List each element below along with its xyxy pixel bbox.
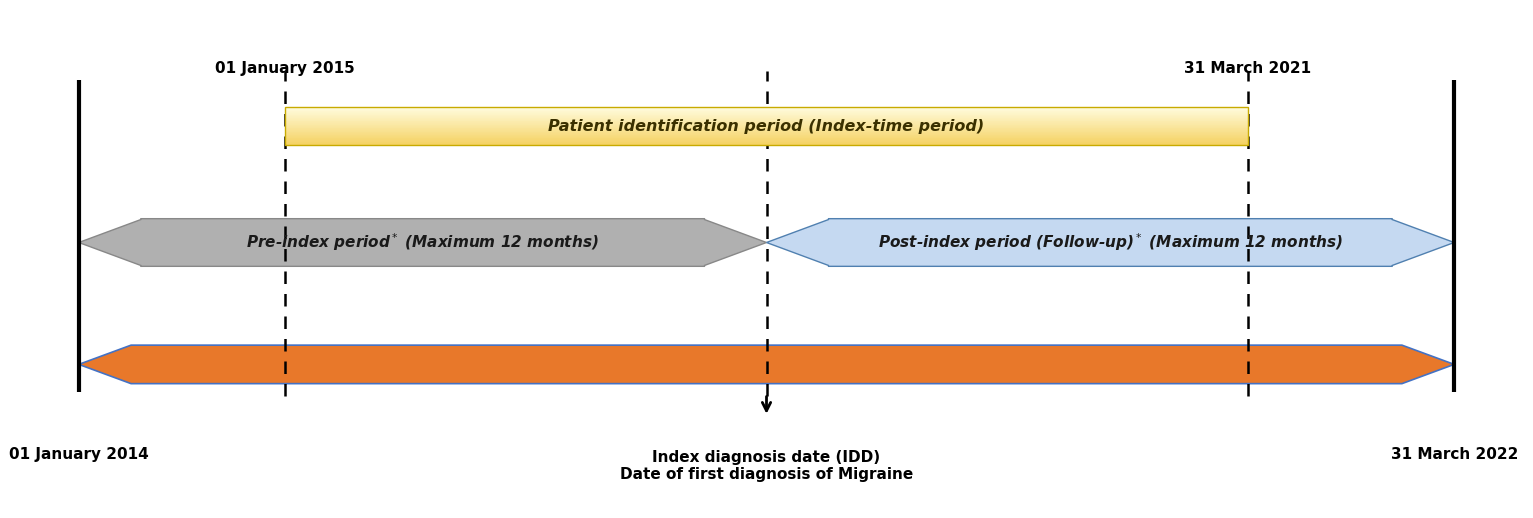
Bar: [285, 121, 1248, 122]
Bar: [285, 129, 1248, 130]
Text: 31 March 2021: 31 March 2021: [1185, 61, 1311, 76]
Bar: [285, 108, 1248, 109]
Text: 31 March 2022: 31 March 2022: [1390, 447, 1518, 462]
Text: Post-index period (Follow-up)$^*$ (Maximum 12 months): Post-index period (Follow-up)$^*$ (Maxim…: [878, 232, 1343, 253]
Bar: [285, 141, 1248, 142]
Bar: [285, 140, 1248, 141]
Bar: [285, 109, 1248, 110]
Text: Pre-index period$^*$ (Maximum 12 months): Pre-index period$^*$ (Maximum 12 months): [247, 232, 599, 253]
Bar: [285, 114, 1248, 116]
Bar: [285, 145, 1248, 146]
Bar: [285, 122, 1248, 123]
Bar: [285, 127, 1248, 128]
Bar: [285, 117, 1248, 118]
Bar: [285, 134, 1248, 135]
Bar: [285, 137, 1248, 138]
Bar: [285, 125, 1248, 126]
Bar: [285, 135, 1248, 136]
Polygon shape: [78, 345, 1455, 384]
Text: 01 January 2014: 01 January 2014: [9, 447, 149, 462]
Bar: [285, 143, 1248, 144]
Text: Index diagnosis date (IDD)
Date of first diagnosis of Migraine: Index diagnosis date (IDD) Date of first…: [619, 450, 914, 482]
Bar: [285, 133, 1248, 134]
Bar: [285, 138, 1248, 139]
Bar: [285, 142, 1248, 143]
Bar: [285, 123, 1248, 124]
Bar: [285, 130, 1248, 131]
Polygon shape: [78, 219, 766, 266]
Bar: [285, 116, 1248, 117]
Bar: [285, 132, 1248, 133]
Bar: [285, 124, 1248, 125]
Bar: [285, 113, 1248, 114]
Bar: [285, 131, 1248, 132]
Bar: [285, 119, 1248, 120]
Bar: [285, 128, 1248, 129]
Text: 01 January 2015: 01 January 2015: [215, 61, 356, 76]
Bar: [285, 136, 1248, 137]
Bar: [285, 120, 1248, 121]
Polygon shape: [766, 219, 1455, 266]
Bar: [285, 126, 1248, 127]
Bar: [285, 112, 1248, 113]
Bar: [285, 111, 1248, 112]
Bar: [285, 107, 1248, 146]
Bar: [285, 107, 1248, 108]
Text: Patient identification period (Index-time period): Patient identification period (Index-tim…: [549, 119, 984, 134]
Bar: [285, 144, 1248, 145]
Bar: [285, 110, 1248, 111]
Bar: [285, 118, 1248, 119]
Bar: [285, 139, 1248, 140]
